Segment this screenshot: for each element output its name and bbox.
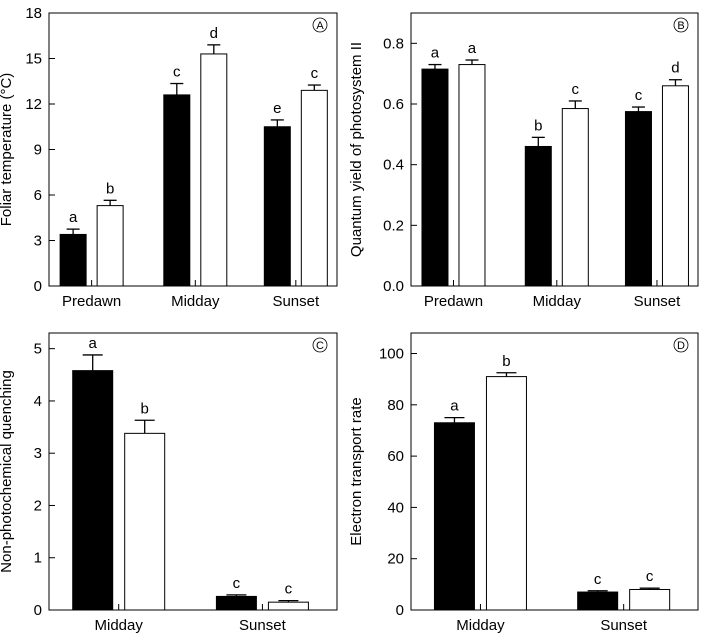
significance-letter: c (635, 87, 643, 104)
significance-letter: c (285, 581, 293, 598)
y-tick-label: 2 (34, 497, 42, 514)
x-category-label: Predawn (424, 293, 483, 310)
y-tick-label: 15 (25, 51, 42, 68)
panel-letter: B (677, 20, 684, 32)
bar-filled (524, 145, 552, 287)
panel-c: 0 1 2 3 4 5 Non-photochemical quenching C Midday… (0, 332, 338, 634)
bar-open (485, 376, 527, 611)
plot-frame (410, 332, 699, 611)
y-tick-label: 5 (34, 341, 42, 358)
significance-letter: a (468, 40, 477, 57)
y-tick-label: 0 (34, 278, 42, 295)
y-tick-label: 4 (34, 393, 42, 410)
y-tick-label: 3 (34, 445, 42, 462)
panel-a: 0 3 6 9 12 15 18 Foliar temperature (°C) A Predaw… (0, 5, 338, 310)
x-category-label: Sunset (600, 617, 648, 634)
significance-letter: d (671, 60, 679, 77)
y-tick-label: 0 (34, 602, 42, 619)
y-axis-label: Quantum yield of photosystem II (348, 42, 365, 257)
significance-letter: c (646, 568, 654, 585)
bar-filled (72, 370, 114, 611)
y-axis-label: Electron transport rate (348, 397, 365, 545)
y-tick-label: 9 (34, 142, 42, 159)
bar-open (96, 205, 124, 287)
y-tick-label: 80 (387, 397, 404, 414)
x-category-label: Midday (533, 293, 582, 310)
x-category-label: Midday (95, 617, 144, 634)
significance-letter: c (233, 575, 241, 592)
y-tick-label: 0.4 (383, 157, 404, 174)
bar-open (267, 601, 309, 611)
y-tick-label: 0.8 (383, 35, 404, 52)
y-tick-label: 3 (34, 233, 42, 250)
bar-filled (624, 111, 652, 287)
significance-letter: c (594, 571, 602, 588)
y-tick-label: 18 (25, 5, 42, 22)
panel-letter: C (316, 340, 324, 352)
significance-letter: d (210, 25, 218, 42)
panel-letter-circle (673, 337, 689, 353)
panel-d: 0 20 40 60 80 100 Electron transport rate D Midd… (348, 332, 699, 634)
panel-b: 0.0 0.2 0.4 0.6 0.8 Quantum yield of photosys… (348, 12, 699, 310)
significance-letter: a (431, 45, 440, 62)
plot-frame (48, 332, 338, 611)
panel-letter-circle (312, 17, 328, 33)
significance-letter: b (106, 180, 114, 197)
bar-open (661, 85, 689, 287)
significance-letter: b (534, 117, 542, 134)
bar-filled (421, 68, 449, 287)
y-tick-label: 60 (387, 448, 404, 465)
y-tick-label: 0.6 (383, 96, 404, 113)
bar-filled (433, 422, 475, 611)
y-tick-label: 1 (34, 550, 42, 567)
y-axis-label: Non-photochemical quenching (0, 370, 15, 573)
panel-letter: A (316, 20, 324, 32)
x-category-label: Sunset (634, 293, 682, 310)
bar-open (200, 53, 228, 287)
significance-letter: a (69, 209, 78, 226)
y-tick-label: 6 (34, 187, 42, 204)
significance-letter: c (572, 81, 580, 98)
bar-filled (577, 591, 619, 611)
bar-filled (263, 126, 291, 287)
y-tick-label: 0.0 (383, 278, 404, 295)
bar-open (561, 108, 589, 287)
significance-letter: c (173, 64, 181, 81)
panel-letter-circle (312, 337, 328, 353)
x-category-label: Sunset (239, 617, 287, 634)
y-axis-label: Foliar temperature (°C) (0, 73, 15, 227)
significance-letter: c (311, 65, 319, 82)
y-tick-label: 0.2 (383, 217, 404, 234)
bar-open (458, 64, 486, 287)
x-category-label: Midday (171, 293, 220, 310)
significance-letter: b (141, 400, 149, 417)
x-category-label: Sunset (272, 293, 320, 310)
significance-letter: e (273, 100, 281, 117)
y-tick-label: 0 (396, 602, 404, 619)
significance-letter: b (502, 353, 510, 370)
bar-open (124, 432, 166, 611)
y-tick-label: 20 (387, 551, 404, 568)
y-tick-label: 12 (25, 96, 42, 113)
plot-frame (48, 12, 338, 287)
x-category-label: Predawn (62, 293, 121, 310)
panel-letter-circle (673, 17, 689, 33)
bar-open (629, 588, 671, 611)
plot-frame (410, 12, 699, 287)
significance-letter: a (450, 398, 459, 415)
significance-letter: a (89, 335, 98, 352)
bar-filled (163, 94, 191, 287)
bar-open (300, 89, 328, 287)
y-tick-label: 40 (387, 499, 404, 516)
panel-letter: D (677, 340, 685, 352)
x-category-label: Midday (456, 617, 505, 634)
bar-filled (59, 233, 87, 287)
y-tick-label: 100 (379, 346, 404, 363)
bar-filled (215, 595, 257, 611)
